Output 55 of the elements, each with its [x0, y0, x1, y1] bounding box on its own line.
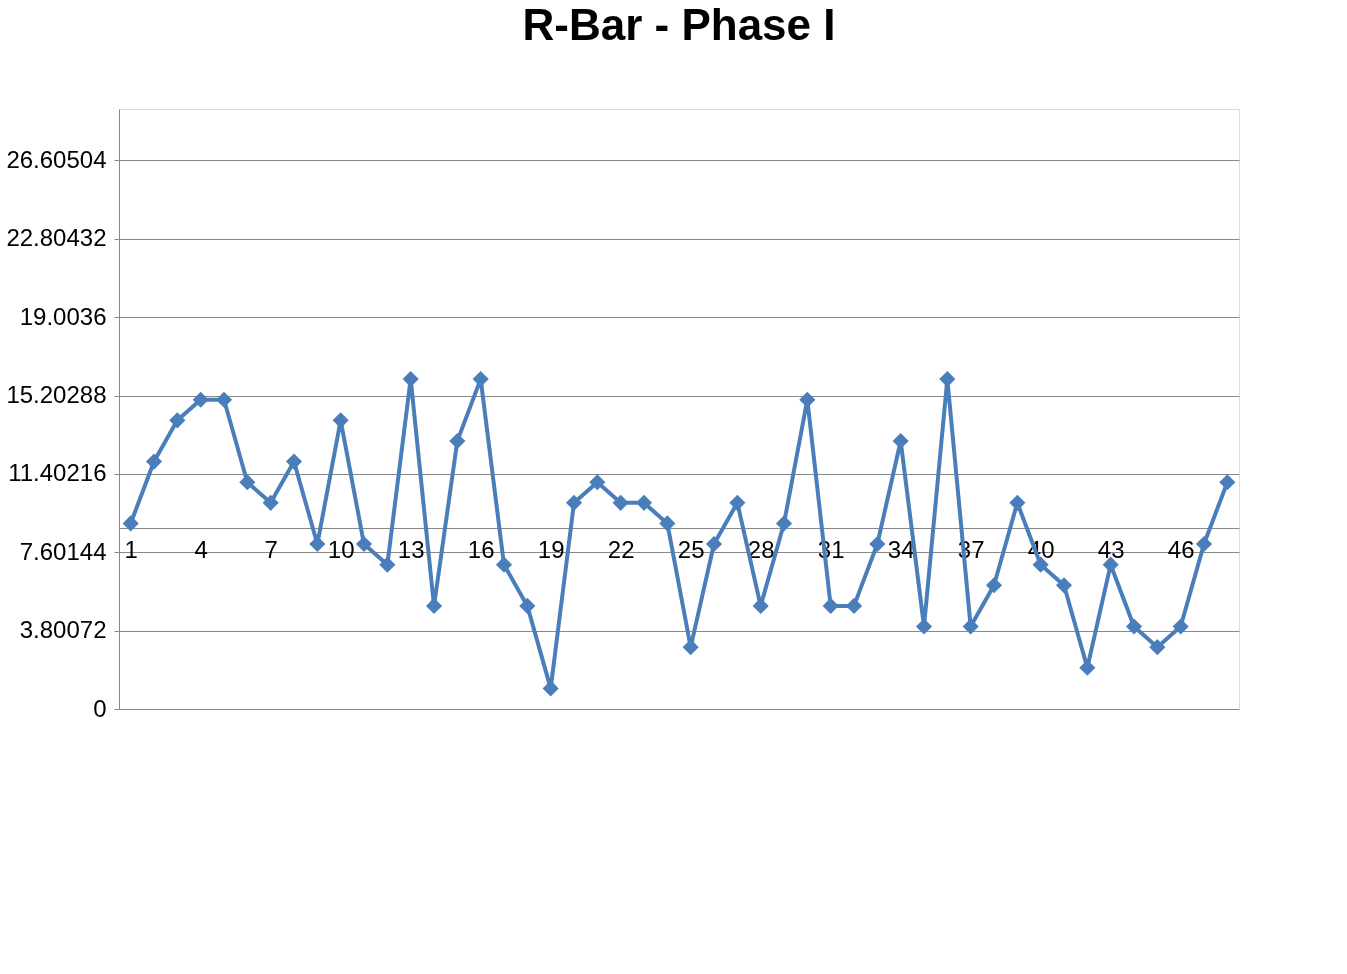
point: [262, 494, 279, 511]
y-tick-label: 7.60144: [19, 537, 107, 565]
point: [519, 597, 536, 614]
y-tick-label: 11.40216: [8, 459, 107, 487]
point: [495, 556, 513, 573]
x-tick-label: 34: [887, 535, 915, 563]
point: [192, 391, 209, 408]
point: [449, 432, 466, 450]
point: [145, 453, 163, 470]
y-tick-label: 26.60504: [6, 145, 107, 173]
x-tick-label: 1: [124, 535, 138, 563]
chart-title: R-Bar - Phase I: [522, 0, 836, 49]
x-tick-label: 25: [677, 535, 705, 563]
y-tick-label: 0: [93, 694, 107, 722]
x-tick-label: 4: [194, 535, 208, 563]
point: [1195, 535, 1213, 553]
x-tick-label: 22: [607, 535, 635, 563]
y-tick-label: 15.20288: [6, 381, 107, 409]
point: [355, 535, 373, 553]
point: [379, 556, 396, 573]
point: [1009, 494, 1026, 511]
point: [239, 474, 256, 491]
point: [589, 474, 606, 491]
point: [985, 577, 1003, 594]
point: [565, 494, 583, 511]
point: [542, 680, 559, 697]
point: [1172, 618, 1189, 635]
x-tick-label: 46: [1167, 535, 1195, 563]
x-tick-label: 43: [1097, 535, 1125, 563]
point: [915, 618, 933, 635]
point: [659, 515, 676, 532]
x-tick-label: 19: [537, 535, 565, 563]
point: [705, 535, 723, 553]
x-tick-label: 7: [264, 535, 278, 563]
point: [285, 453, 303, 470]
point: [1125, 618, 1143, 635]
x-tick-label: 16: [467, 535, 495, 563]
y-tick-label: 19.0036: [19, 302, 107, 330]
point: [1055, 577, 1073, 594]
y-tick-label: 22.80432: [6, 224, 107, 252]
x-tick-label: 28: [747, 535, 775, 563]
point: [122, 515, 139, 532]
point: [869, 535, 886, 553]
x-tick-label: 10: [327, 535, 355, 563]
x-tick-label: 13: [397, 535, 425, 563]
point: [1219, 474, 1236, 491]
point: [215, 391, 233, 408]
point: [729, 494, 746, 511]
point: [169, 412, 186, 429]
point: [635, 494, 653, 511]
point: [612, 494, 629, 511]
y-tick-label: 3.80072: [19, 616, 107, 644]
point: [822, 597, 839, 614]
point: [775, 515, 793, 532]
point: [1149, 639, 1166, 656]
